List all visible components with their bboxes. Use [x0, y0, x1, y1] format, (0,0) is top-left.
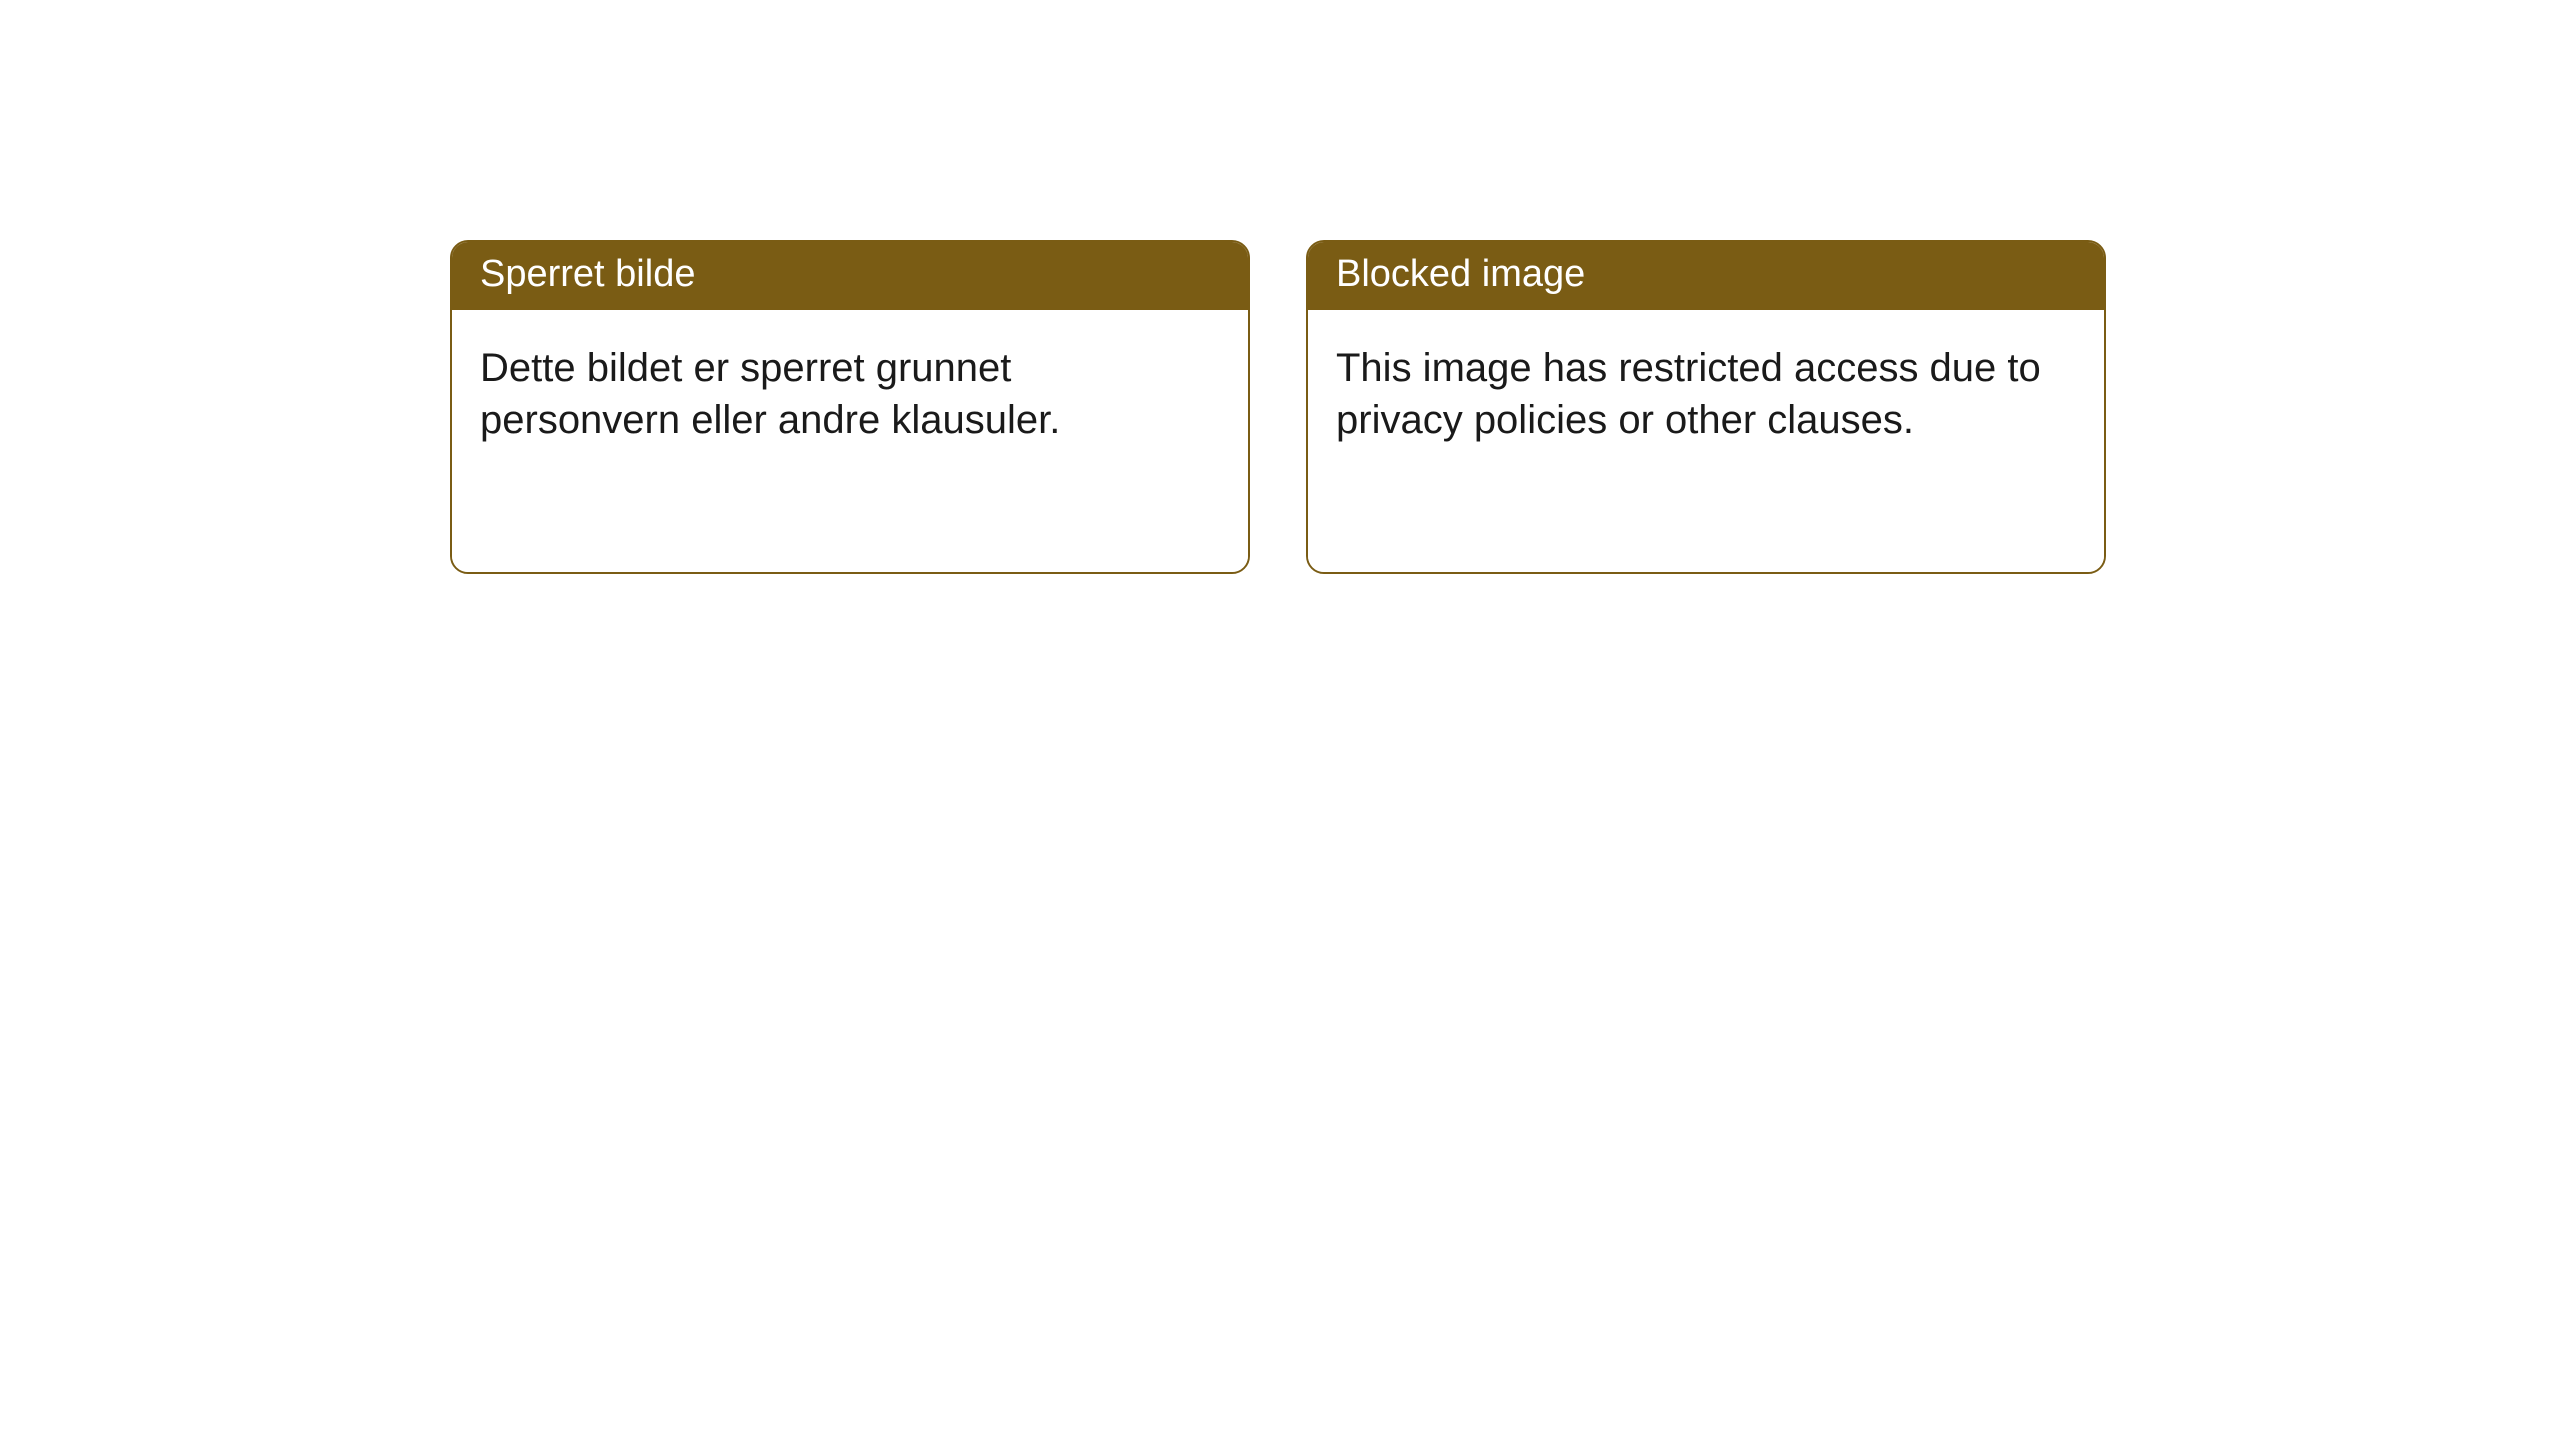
notice-box-english: Blocked image This image has restricted … [1306, 240, 2106, 574]
notice-title-norwegian: Sperret bilde [452, 242, 1248, 310]
notice-body-norwegian: Dette bildet er sperret grunnet personve… [452, 310, 1248, 572]
notice-box-norwegian: Sperret bilde Dette bildet er sperret gr… [450, 240, 1250, 574]
notice-title-english: Blocked image [1308, 242, 2104, 310]
notice-body-english: This image has restricted access due to … [1308, 310, 2104, 572]
notices-container: Sperret bilde Dette bildet er sperret gr… [0, 0, 2560, 574]
